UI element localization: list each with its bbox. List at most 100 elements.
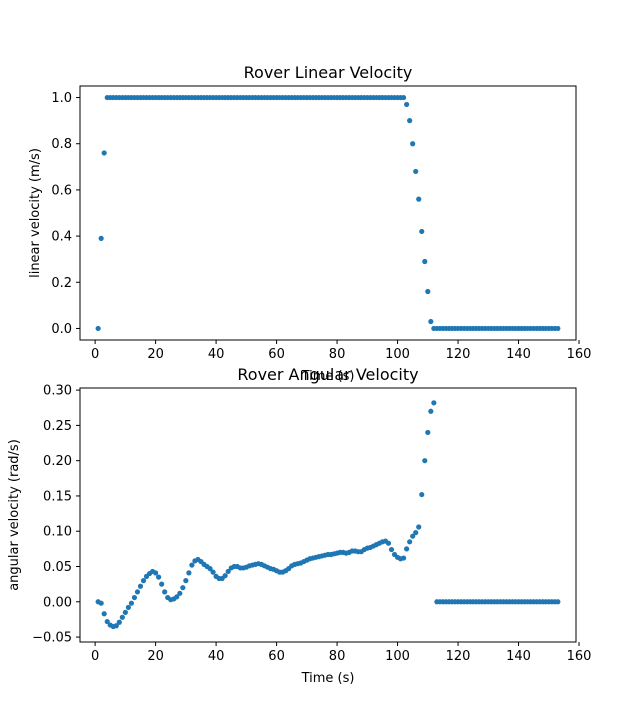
angular-velocity-data-point <box>137 583 144 589</box>
angular-velocity-x-tick-label: 40 <box>208 649 225 664</box>
angular-velocity-data-point <box>555 599 561 605</box>
angular-velocity-data-point <box>385 540 392 546</box>
linear-velocity-data-point <box>413 168 419 175</box>
linear-velocity-y-tick-label: 0.4 <box>51 230 72 245</box>
angular-velocity-title: Rover Angular Velocity <box>237 365 418 384</box>
angular-velocity-data-point <box>207 566 213 572</box>
angular-velocity-data-point <box>101 611 107 617</box>
linear-velocity-data-point <box>410 141 416 147</box>
linear-velocity-x-tick-label: 20 <box>147 347 164 362</box>
linear-velocity-y-tick-label: 0.0 <box>51 322 72 337</box>
angular-velocity-data-point <box>401 555 407 561</box>
angular-velocity-data-point <box>174 594 180 600</box>
linear-velocity-data-point <box>95 325 101 332</box>
linear-velocity-y-tick-label: 0.6 <box>51 183 72 198</box>
angular-velocity-data-point <box>222 573 228 579</box>
linear-velocity-data-point <box>407 118 413 124</box>
linear-velocity-data-point <box>98 235 104 241</box>
linear-velocity-data-point <box>416 196 422 202</box>
angular-velocity-data-point <box>177 590 183 596</box>
angular-velocity-y-tick-label: 0.25 <box>43 419 72 434</box>
angular-velocity-y-tick-label: 0.05 <box>43 560 72 575</box>
linear-velocity-data-point <box>428 318 434 325</box>
angular-velocity-data-point <box>419 491 425 498</box>
angular-velocity-x-tick-label: 0 <box>91 649 99 664</box>
angular-velocity-data-point <box>410 533 416 539</box>
angular-velocity-data-point <box>116 619 122 625</box>
linear-velocity-x-tick-label: 60 <box>268 347 285 362</box>
angular-velocity-data-point <box>159 581 165 587</box>
linear-velocity-x-tick-label: 120 <box>446 347 471 362</box>
angular-velocity-y-tick-label: 0.20 <box>43 454 72 469</box>
linear-velocity-data-point <box>555 325 561 332</box>
angular-velocity-x-tick-label: 160 <box>567 649 592 664</box>
linear-velocity-data-point <box>422 258 428 265</box>
angular-velocity-data-point <box>125 604 131 611</box>
angular-velocity-data-point <box>210 569 216 575</box>
angular-velocity-data-point <box>140 578 147 584</box>
angular-velocity-x-tick-label: 100 <box>385 649 410 664</box>
linear-velocity-plot-frame <box>79 85 577 341</box>
angular-velocity-x-axis-label: Time (s) <box>301 671 355 686</box>
linear-velocity-title: Rover Linear Velocity <box>244 63 413 82</box>
angular-velocity-data-point <box>128 600 135 606</box>
linear-velocity-y-tick-label: 1.0 <box>51 91 72 106</box>
linear-velocity-data-point <box>419 228 425 235</box>
angular-velocity-x-tick-label: 140 <box>506 649 531 664</box>
angular-velocity-data-point <box>186 570 192 576</box>
linear-velocity-x-tick-label: 40 <box>208 347 225 362</box>
angular-velocity-y-tick-label: 0.30 <box>43 384 72 399</box>
linear-velocity-x-tick-label: 140 <box>506 347 531 362</box>
angular-velocity-plot-frame <box>79 387 577 643</box>
angular-velocity-y-tick-label: −0.05 <box>32 631 72 646</box>
angular-velocity-data-point <box>416 524 422 530</box>
angular-velocity-data-point <box>225 568 231 575</box>
angular-velocity-data-point <box>428 408 434 414</box>
linear-velocity-data-point <box>401 94 407 101</box>
angular-velocity-data-point <box>153 570 159 576</box>
linear-velocity-x-tick-label: 160 <box>567 347 592 362</box>
angular-velocity-ticks: 0 20 40 60 80 100 120 140 160 −0.05 0.00 0.05 0.10 0.… <box>32 384 591 664</box>
angular-velocity-data-point <box>131 594 138 601</box>
angular-velocity-y-tick-label: 0.15 <box>43 489 72 504</box>
angular-velocity-data-point <box>183 578 189 584</box>
linear-velocity-ticks: 0 20 40 60 80 100 120 140 160 0.0 0.2 0.4 0.6 0.8 1.0 <box>51 91 591 362</box>
linear-velocity-y-tick-label: 0.8 <box>51 137 72 152</box>
angular-velocity-data-point <box>162 589 168 595</box>
angular-velocity-y-tick-label: 0.00 <box>43 595 72 610</box>
linear-velocity-x-tick-label: 100 <box>385 347 410 362</box>
angular-velocity-data-point <box>422 458 428 464</box>
angular-velocity-data-point <box>431 400 437 406</box>
linear-velocity-data-point <box>404 101 410 108</box>
angular-velocity-x-tick-label: 80 <box>329 649 346 664</box>
linear-velocity-y-tick-label: 0.2 <box>51 276 72 291</box>
angular-velocity-data-point <box>113 623 119 629</box>
angular-velocity-data-point <box>104 618 110 625</box>
linear-velocity-x-tick-label: 0 <box>91 347 99 362</box>
angular-velocity-data-point <box>122 609 128 615</box>
linear-velocity-y-axis-label: linear velocity (m/s) <box>28 148 43 278</box>
angular-velocity-data-point <box>413 530 419 536</box>
angular-velocity-x-tick-label: 20 <box>147 649 164 664</box>
linear-velocity-data-point <box>101 150 107 156</box>
angular-velocity-data-point <box>189 562 195 568</box>
angular-velocity-y-tick-label: 0.10 <box>43 525 72 540</box>
angular-velocity-data-point <box>98 600 104 606</box>
angular-velocity-data-point <box>425 429 431 436</box>
angular-velocity-data-point <box>119 614 125 620</box>
angular-velocity-x-tick-label: 120 <box>446 649 471 664</box>
linear-velocity-chart: Rover Linear Velocity 0 20 40 60 80 100 120 140… <box>28 63 591 384</box>
angular-velocity-y-axis-label: angular velocity (rad/s) <box>7 439 22 591</box>
angular-velocity-chart: Rover Angular Velocity 0 20 40 60 80 100 120 14… <box>7 365 591 686</box>
angular-velocity-data-point <box>388 546 395 553</box>
angular-velocity-data-point <box>156 574 162 580</box>
angular-velocity-x-tick-label: 60 <box>268 649 285 664</box>
linear-velocity-x-tick-label: 80 <box>329 347 346 362</box>
angular-velocity-data-point <box>407 539 413 545</box>
linear-velocity-data-point <box>425 288 431 295</box>
linear-velocity-x-axis-label: Time (s) <box>301 369 355 384</box>
angular-velocity-points <box>95 400 561 630</box>
angular-velocity-data-point <box>180 585 186 591</box>
linear-velocity-points <box>95 94 561 332</box>
